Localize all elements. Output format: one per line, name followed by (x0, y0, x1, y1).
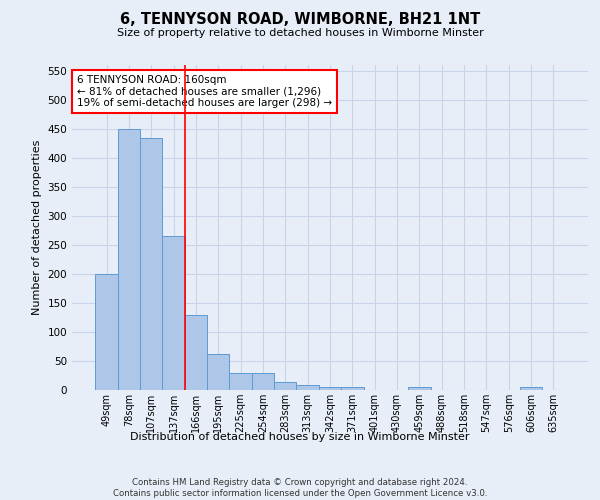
Bar (408, 387, 431, 390)
Bar (296, 386, 319, 390)
Bar (185, 314, 207, 390)
Bar (95, 274, 118, 390)
Bar (118, 129, 140, 390)
Bar (163, 236, 185, 390)
Text: 6, TENNYSON ROAD, WIMBORNE, BH21 1NT: 6, TENNYSON ROAD, WIMBORNE, BH21 1NT (120, 12, 480, 28)
Bar (520, 387, 542, 390)
Bar (207, 354, 229, 390)
Bar (341, 387, 364, 390)
Text: Distribution of detached houses by size in Wimborne Minster: Distribution of detached houses by size … (130, 432, 470, 442)
Bar (140, 138, 163, 390)
Bar (274, 382, 296, 390)
Y-axis label: Number of detached properties: Number of detached properties (32, 140, 42, 315)
Text: Size of property relative to detached houses in Wimborne Minster: Size of property relative to detached ho… (116, 28, 484, 38)
Text: Contains HM Land Registry data © Crown copyright and database right 2024.
Contai: Contains HM Land Registry data © Crown c… (113, 478, 487, 498)
Text: 6 TENNYSON ROAD: 160sqm
← 81% of detached houses are smaller (1,296)
19% of semi: 6 TENNYSON ROAD: 160sqm ← 81% of detache… (77, 74, 332, 108)
Bar (319, 387, 341, 390)
Bar (229, 373, 252, 390)
Bar (252, 373, 274, 390)
